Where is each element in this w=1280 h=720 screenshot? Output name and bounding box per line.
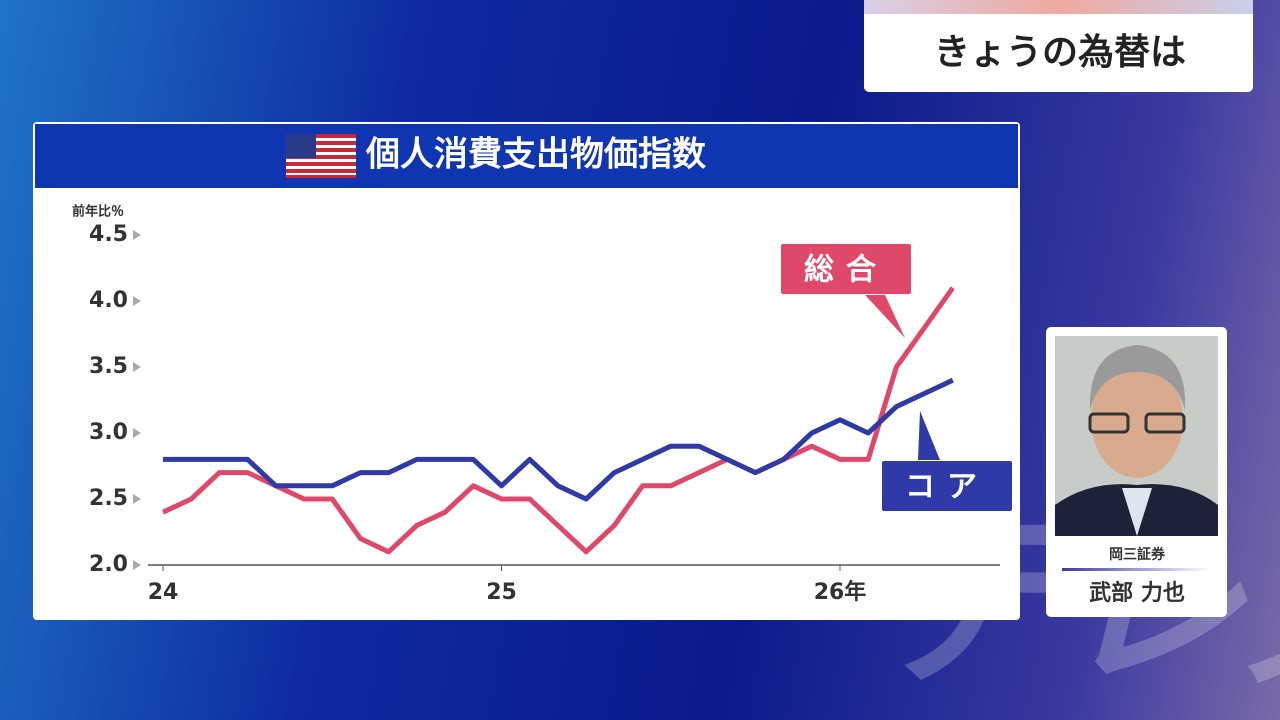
series-line <box>161 286 955 555</box>
y-tick-label: 3.5 <box>89 354 128 379</box>
person-company: 岡三証券 <box>1109 546 1166 563</box>
y-tick-mark <box>133 560 141 570</box>
y-tick-label: 3.0 <box>89 420 128 445</box>
us-flag <box>286 134 356 178</box>
x-tick-label: 26年 <box>814 579 867 605</box>
y-tick-label: 4.5 <box>89 222 128 247</box>
y-tick-mark <box>133 494 141 504</box>
header-strip <box>864 0 1253 14</box>
callout-pointer-fill <box>865 295 905 338</box>
callout-box <box>880 459 1014 513</box>
chart-title: 個人消費支出物価指数 <box>365 135 706 175</box>
chart-header <box>35 124 1018 188</box>
y-tick-label: 2.5 <box>89 486 128 511</box>
callout-pointer-fill <box>918 411 940 460</box>
chart-panel <box>33 122 1020 620</box>
y-tick-label: 4.0 <box>89 288 128 313</box>
x-tick-label: 25 <box>486 580 517 605</box>
y-tick-mark <box>133 428 141 438</box>
y-tick-label: 2.0 <box>89 552 128 577</box>
y-tick-mark <box>133 362 141 372</box>
series-line <box>163 377 954 502</box>
legend-label: 総合 <box>804 253 888 288</box>
name-divider <box>1062 568 1212 571</box>
x-tick-label: 24 <box>148 580 179 605</box>
legend-label: コア <box>905 470 989 505</box>
y-tick-mark <box>133 230 141 240</box>
person-photo <box>1055 336 1218 536</box>
y-tick-mark <box>133 296 141 306</box>
header-box <box>864 0 1253 92</box>
person-name: 武部 力也 <box>1089 580 1185 606</box>
callout-box <box>779 242 913 296</box>
y-axis-label: 前年比％ <box>72 204 124 220</box>
header-title: きょうの為替は <box>934 32 1186 73</box>
